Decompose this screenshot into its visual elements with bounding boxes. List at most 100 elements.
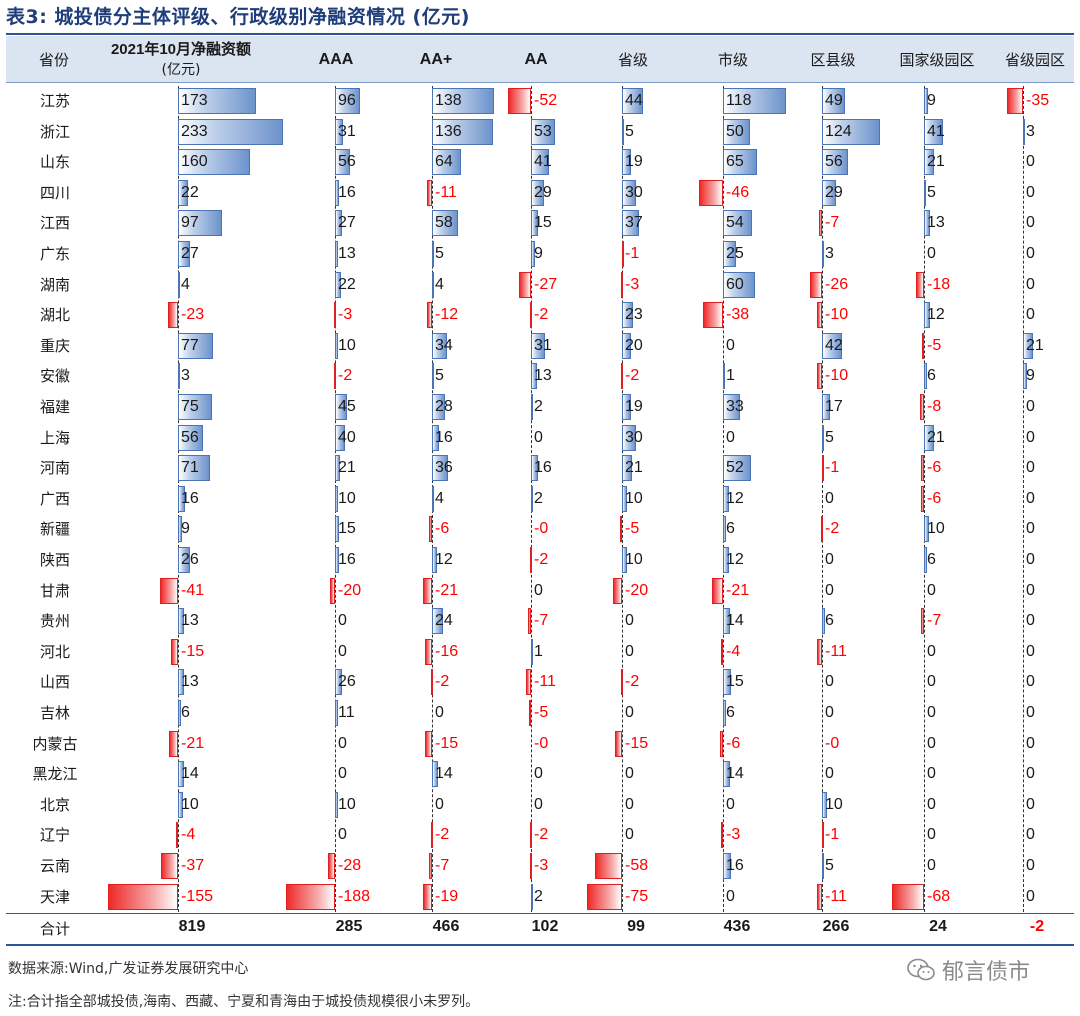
value-bar bbox=[622, 118, 625, 145]
value-bar bbox=[921, 485, 924, 512]
cell-value: 16 bbox=[338, 551, 356, 568]
cell-value: -2 bbox=[534, 551, 549, 568]
cell-value: 0 bbox=[1026, 153, 1035, 171]
cell-value: -75 bbox=[625, 887, 649, 905]
cell-value: 30 bbox=[625, 428, 643, 446]
value-bar bbox=[176, 822, 179, 849]
value-bar bbox=[335, 241, 339, 267]
row-label: 四川 bbox=[39, 183, 70, 202]
cell-value: -21 bbox=[435, 581, 459, 599]
value-bar bbox=[432, 363, 435, 390]
cell-value: 5 bbox=[625, 122, 634, 140]
cell-value: -2 bbox=[534, 826, 549, 844]
watermark-text: 郁言债市 bbox=[942, 960, 1031, 985]
cell-value: -4 bbox=[726, 642, 741, 660]
value-bar bbox=[335, 516, 339, 543]
value-bar bbox=[428, 853, 432, 879]
value-bar bbox=[335, 118, 344, 145]
cell-value: 10 bbox=[927, 520, 945, 538]
cell-value: 26 bbox=[338, 673, 356, 691]
cell-value: 0 bbox=[1026, 673, 1035, 691]
cell-value: 31 bbox=[534, 336, 552, 354]
cell-value: -1 bbox=[825, 459, 840, 477]
value-bar bbox=[531, 638, 533, 665]
cell-value: 49 bbox=[825, 92, 843, 109]
cell-value: 0 bbox=[927, 857, 936, 874]
value-bar bbox=[822, 179, 836, 206]
row-label: 安徽 bbox=[39, 367, 70, 386]
value-bar bbox=[432, 394, 445, 420]
cell-value: 65 bbox=[726, 153, 744, 171]
row-label: 广西 bbox=[39, 489, 70, 508]
cell-value: 4 bbox=[181, 275, 190, 293]
value-bar bbox=[507, 88, 531, 114]
cell-value: 50 bbox=[726, 122, 744, 140]
cell-value: -27 bbox=[534, 275, 558, 293]
value-bar bbox=[531, 394, 533, 420]
cell-value: -52 bbox=[534, 92, 558, 109]
header-band bbox=[6, 36, 1074, 83]
cell-value: 12 bbox=[435, 551, 453, 568]
cell-value: 0 bbox=[338, 642, 347, 660]
value-bar bbox=[723, 700, 727, 726]
cell-value: 118 bbox=[726, 92, 752, 109]
value-bar bbox=[723, 669, 731, 696]
value-bar bbox=[528, 700, 531, 726]
cell-value: 0 bbox=[1026, 765, 1035, 783]
cell-value: -2 bbox=[625, 367, 640, 385]
cell-value: 0 bbox=[927, 673, 936, 691]
cell-value: 0 bbox=[338, 734, 347, 752]
cell-value: 0 bbox=[825, 551, 834, 568]
value-bar bbox=[723, 149, 758, 176]
row-label: 江西 bbox=[39, 214, 70, 233]
value-bar bbox=[723, 271, 755, 298]
cell-value: 26 bbox=[181, 551, 199, 568]
value-bar bbox=[335, 547, 340, 573]
value-bar bbox=[432, 241, 435, 267]
value-bar bbox=[720, 638, 723, 665]
cell-value: 0 bbox=[625, 765, 634, 783]
value-bar bbox=[821, 455, 824, 482]
cell-value: 21 bbox=[338, 459, 356, 477]
value-bar bbox=[809, 271, 822, 298]
cell-value: -4 bbox=[181, 826, 196, 844]
zero-axis-nat_park bbox=[924, 86, 925, 912]
value-bar bbox=[178, 88, 256, 114]
value-bar bbox=[432, 547, 438, 573]
cell-value: -10 bbox=[825, 306, 849, 324]
value-bar bbox=[531, 363, 537, 390]
cell-value: 0 bbox=[1026, 734, 1035, 752]
value-bar bbox=[518, 271, 531, 298]
cell-value: 0 bbox=[726, 887, 735, 905]
cell-value: 56 bbox=[825, 153, 843, 171]
cell-value: 22 bbox=[181, 183, 199, 201]
cell-value: -2 bbox=[625, 673, 640, 691]
wechat-icon bbox=[906, 957, 936, 983]
cell-value: 77 bbox=[181, 336, 199, 354]
value-bar bbox=[178, 241, 191, 267]
cell-value: 58 bbox=[435, 214, 453, 232]
cell-value: 0 bbox=[927, 642, 936, 660]
cell-value: 0 bbox=[927, 581, 936, 599]
cell-value: 9 bbox=[1026, 367, 1035, 385]
cell-value: 124 bbox=[825, 122, 852, 140]
value-bar bbox=[817, 302, 822, 329]
cell-value: 0 bbox=[1026, 826, 1035, 844]
cell-value: -1 bbox=[825, 826, 840, 844]
cell-value: 15 bbox=[726, 673, 744, 691]
value-bar bbox=[423, 883, 432, 910]
cell-value: -0 bbox=[534, 520, 549, 538]
cell-value: 29 bbox=[825, 183, 843, 201]
value-bar bbox=[924, 547, 927, 573]
value-bar bbox=[161, 853, 178, 879]
value-bar bbox=[622, 88, 643, 114]
cell-value: -8 bbox=[927, 398, 942, 415]
value-bar bbox=[335, 149, 350, 176]
value-bar bbox=[622, 485, 627, 512]
value-bar bbox=[924, 424, 934, 451]
row-label: 黑龙江 bbox=[32, 765, 78, 784]
cell-value: -7 bbox=[825, 214, 840, 232]
zero-axis-county_level bbox=[822, 86, 823, 912]
value-bar bbox=[892, 883, 924, 910]
cell-value: 0 bbox=[534, 428, 543, 446]
